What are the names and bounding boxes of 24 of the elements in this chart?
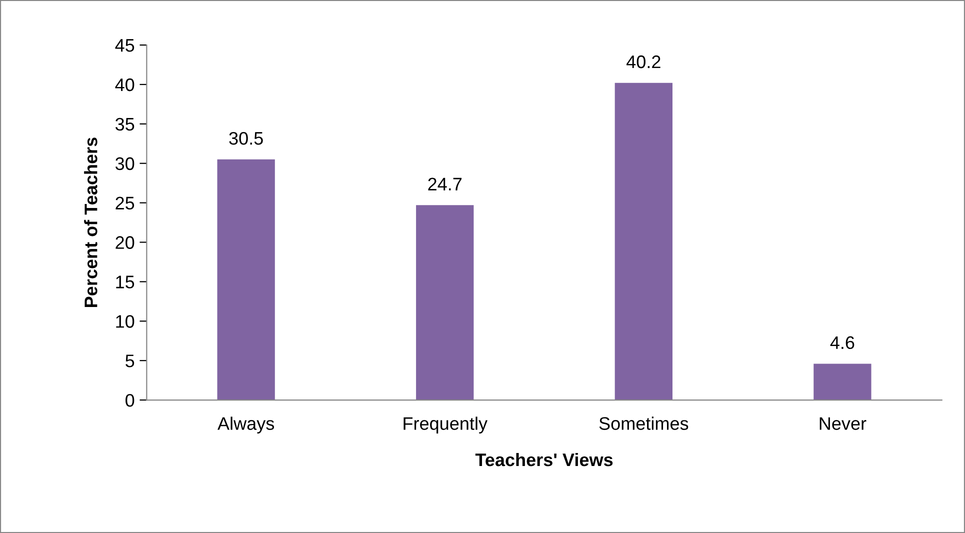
bar bbox=[217, 159, 275, 400]
bar bbox=[614, 82, 672, 400]
y-tick-label: 10 bbox=[116, 315, 134, 328]
y-tick-label: 40 bbox=[115, 78, 134, 92]
bar bbox=[416, 205, 474, 400]
x-tick-label: Sometimes bbox=[599, 416, 688, 430]
x-tick-label: Never bbox=[820, 417, 866, 430]
x-axis-title: Teachers' Views bbox=[475, 452, 613, 466]
y-tick-label: 45 bbox=[115, 39, 134, 52]
y-tick-label: 15 bbox=[116, 276, 134, 288]
y-tick-label: 0 bbox=[126, 394, 134, 407]
bar bbox=[814, 364, 872, 400]
data-label: 40.2 bbox=[626, 55, 660, 68]
data-label: 24.7 bbox=[428, 178, 462, 190]
x-tick-label: Always bbox=[218, 416, 274, 434]
y-tick-label: 20 bbox=[116, 236, 134, 249]
y-tick-label: 35 bbox=[115, 118, 134, 131]
x-tick-label: Frequently bbox=[404, 416, 488, 434]
y-tick-label: 30 bbox=[115, 157, 134, 170]
y-axis-title: Percent of Teachers bbox=[84, 138, 98, 307]
data-label: 4.6 bbox=[830, 336, 854, 350]
data-label: 30.5 bbox=[229, 132, 263, 145]
y-tick-label: 25 bbox=[116, 196, 134, 210]
y-tick-label: 5 bbox=[126, 354, 134, 368]
